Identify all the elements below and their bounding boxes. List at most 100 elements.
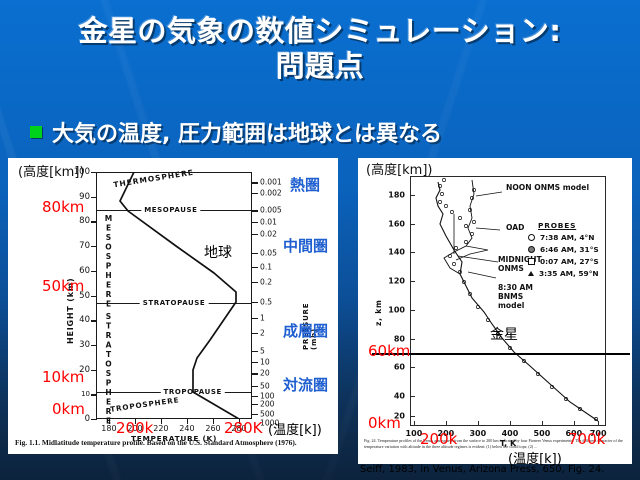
earth-altitude-unit-label: (高度[km]) — [18, 165, 85, 180]
earth-ytick-90: 90 — [79, 191, 90, 202]
earth-ptick-1: 0.002 — [260, 188, 282, 198]
earth-ptick-14: 50 — [260, 381, 270, 391]
earth-temperature-curve — [119, 172, 240, 419]
earth-ptick-13: 20 — [260, 368, 270, 378]
slide-title: 金星の気象の数値シミュレーション: 問題点 — [0, 14, 640, 85]
earth-annot-280k: 280K — [224, 419, 263, 437]
venus-planet-label: 金星 — [490, 327, 518, 343]
earth-ptick-9: 1 — [260, 313, 265, 323]
square-bullet-icon — [30, 126, 42, 138]
earth-layer-stratosphere-ja: 成層圏 — [283, 322, 329, 340]
venus-legend-item-1: 6:46 AM, 31°S — [528, 244, 599, 256]
earth-annot-0km: 0km — [52, 400, 85, 418]
earth-figure-panel: 100 90 80 70 60 50 40 30 20 10 0 HEIGHT … — [8, 158, 338, 454]
venus-ytick-40: 40 — [393, 391, 405, 401]
venus-60km-rule — [372, 353, 630, 355]
earth-xtick-260: 260 — [205, 424, 221, 433]
venus-temperature-curve — [435, 178, 599, 422]
venus-legend: PROBES 7:38 AM, 4°N 6:46 AM, 31°S 0:07 A… — [528, 220, 599, 280]
venus-legend-item-3: 3:35 AM, 59°N — [528, 268, 599, 280]
venus-annot-bnms-model: 8:30 AM BNMS model — [498, 283, 533, 310]
venus-annot-60km: 60km — [368, 342, 411, 360]
earth-xtick-240: 240 — [179, 424, 195, 433]
earth-ytick-30: 30 — [79, 339, 90, 350]
earth-ptick-18: 1000 — [260, 418, 280, 428]
venus-legend-label-2: 0:07 AM, 27°S — [540, 256, 599, 266]
venus-ytick-160: 160 — [388, 219, 405, 228]
earth-plot-area: 100 90 80 70 60 50 40 30 20 10 0 HEIGHT … — [66, 167, 318, 443]
earth-ytick-0: 0 — [84, 414, 90, 424]
venus-legend-label-1: 6:46 AM, 31°S — [540, 244, 599, 254]
venus-ytick-140: 140 — [388, 247, 405, 257]
venus-figure-caption: Fig. 24. Temperature profiles of the Ven… — [364, 438, 623, 450]
venus-xaxis-label: T, K — [499, 439, 517, 448]
venus-yaxis-label: z, km — [374, 299, 383, 326]
earth-ytick-100: 100 — [73, 167, 90, 177]
venus-temp-unit-note: (温度[k]) — [508, 452, 562, 467]
earth-ptick-4: 0.02 — [260, 229, 277, 239]
earth-ytick-40: 40 — [79, 315, 90, 326]
earth-ytick-80: 80 — [79, 216, 90, 227]
earth-planet-label: 地球 — [204, 245, 232, 261]
earth-ytick-10: 10 — [81, 390, 90, 399]
slide-title-line-2: 問題点 — [275, 49, 365, 84]
filled-circle-marker-icon — [528, 246, 535, 254]
open-triangle-marker-icon — [528, 271, 534, 277]
earth-xtick-220: 220 — [153, 424, 169, 433]
mesopause-label: MESOPAUSE — [141, 206, 201, 215]
earth-ytick-60: 60 — [79, 265, 90, 276]
bullet-text: 大気の温度, 圧力範囲は地球とは異なる — [52, 122, 443, 147]
venus-xtick-200: 200 — [437, 429, 455, 438]
earth-ptick-5: 0.05 — [260, 248, 277, 258]
venus-plot-area: 180 160 140 120 100 80 60 40 20 z, km 10… — [374, 176, 607, 448]
venus-xtick-300: 300 — [469, 429, 487, 438]
earth-ptick-16: 200 — [260, 399, 275, 409]
earth-ptick-17: 500 — [260, 409, 275, 419]
earth-ptick-7: 0.2 — [260, 277, 273, 287]
mesosphere-label: MESOSPHERE — [104, 214, 113, 309]
venus-altitude-unit-label: (高度[km]) — [366, 163, 433, 178]
venus-plot-frame — [410, 176, 606, 426]
earth-ptick-12: 10 — [260, 357, 270, 367]
earth-ptick-2: 0.005 — [260, 205, 282, 215]
earth-ptick-15: 100 — [260, 391, 275, 401]
open-circle-marker-icon — [528, 234, 535, 242]
venus-ytick-180: 180 — [388, 190, 405, 200]
venus-annot-0km: 0km — [368, 414, 401, 432]
earth-annot-50km: 50km — [42, 277, 85, 295]
venus-xtick-600: 600 — [565, 429, 583, 438]
stratosphere-label: STRATOSPHERE — [104, 312, 113, 426]
venus-xtick-500: 500 — [533, 429, 551, 438]
venus-ytick-20: 20 — [393, 411, 405, 421]
venus-xtick-700: 700 — [589, 429, 607, 438]
venus-legend-label-3: 3:35 AM, 59°N — [539, 268, 599, 278]
bullet-row: 大気の温度, 圧力範囲は地球とは異なる — [30, 116, 442, 148]
earth-annot-200k: 200k — [116, 419, 154, 437]
earth-layer-thermosphere-ja: 熱圏 — [290, 176, 321, 194]
earth-xtick-200: 200 — [127, 424, 143, 433]
earth-annot-80km: 80km — [42, 198, 85, 216]
venus-legend-label-0: 7:38 AM, 4°N — [540, 232, 595, 242]
earth-ytick-50: 50 — [79, 290, 90, 301]
venus-annot-noon-onms: NOON ONMS model — [506, 183, 590, 192]
venus-xtick-100: 100 — [405, 429, 423, 438]
earth-ptick-10: 2 — [260, 328, 265, 338]
earth-ptick-0: 0.001 — [260, 177, 282, 187]
earth-xtick-180: 180 — [101, 424, 117, 433]
venus-ytick-80: 80 — [393, 334, 405, 343]
venus-figure-panel: 180 160 140 120 100 80 60 40 20 z, km 10… — [358, 158, 632, 464]
venus-annot-midnight-onms: MIDNIGHT ONMS — [498, 255, 542, 273]
earth-ytick-70: 70 — [79, 241, 90, 252]
earth-layer-mesosphere-ja: 中間圏 — [283, 237, 329, 255]
venus-source-citation: Seiff, 1983, in Venus, Arizona Press, 65… — [360, 464, 605, 475]
earth-ytick-20: 20 — [79, 364, 90, 375]
venus-legend-item-2: 0:07 AM, 27°S — [528, 256, 599, 268]
venus-annot-oad: OAD — [506, 223, 525, 232]
stratopause-label: STRATOPAUSE — [139, 298, 209, 307]
venus-ytick-60: 60 — [393, 362, 405, 372]
earth-ptick-11: 5 — [260, 346, 265, 356]
earth-layer-troposphere-ja: 対流圏 — [283, 376, 329, 394]
earth-xtick-280: 280 — [231, 424, 247, 433]
venus-ytick-100: 100 — [388, 305, 405, 315]
earth-annot-10km: 10km — [42, 368, 85, 386]
